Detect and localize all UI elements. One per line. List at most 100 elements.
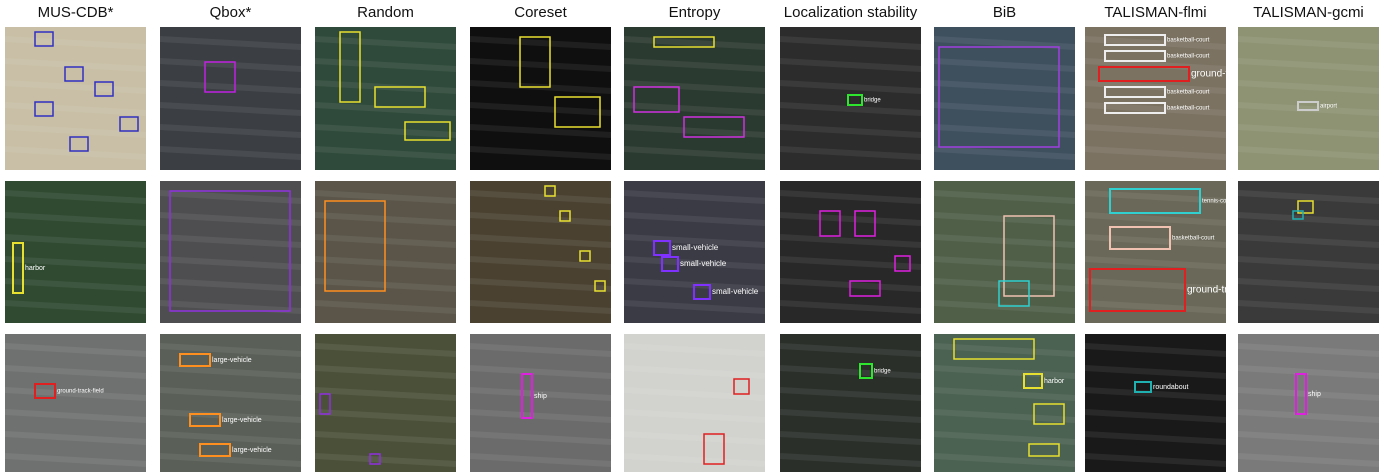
texture [314, 387, 457, 401]
detection-label: small-vehicle [672, 243, 719, 252]
column-header: TALISMAN-gcmi [1253, 4, 1364, 21]
texture [469, 58, 612, 72]
detection-box [938, 46, 1060, 148]
detection-box [1104, 102, 1166, 114]
texture [1084, 212, 1227, 226]
texture [1237, 80, 1380, 94]
detection-label: ship [1308, 391, 1321, 398]
detection-box [1297, 200, 1314, 214]
texture [1084, 102, 1227, 116]
texture [1237, 212, 1380, 226]
detection-label: small-vehicle [712, 287, 759, 296]
texture [1237, 365, 1380, 379]
texture [314, 431, 457, 445]
texture [779, 409, 922, 423]
texture [159, 300, 302, 314]
texture [623, 58, 766, 72]
texture [623, 387, 766, 401]
texture [779, 453, 922, 467]
texture [159, 124, 302, 138]
detection-box [1292, 210, 1304, 220]
texture [469, 102, 612, 116]
texture [4, 365, 147, 379]
aerial-image [470, 27, 611, 170]
texture [4, 300, 147, 314]
texture [1084, 58, 1227, 72]
detection-box [703, 433, 725, 465]
texture [779, 124, 922, 138]
texture [1237, 58, 1380, 72]
texture [159, 409, 302, 423]
aerial-image [780, 27, 921, 170]
texture [779, 190, 922, 204]
texture [4, 431, 147, 445]
detection-box [324, 200, 386, 292]
texture [779, 431, 922, 445]
texture [1084, 343, 1227, 357]
texture [469, 124, 612, 138]
detection-box [189, 413, 221, 427]
texture [623, 36, 766, 50]
texture [469, 365, 612, 379]
texture [623, 190, 766, 204]
detection-label: harbor [25, 265, 46, 272]
detection-box [953, 338, 1035, 360]
texture [4, 212, 147, 226]
detection-box [1104, 34, 1166, 46]
aerial-image [160, 181, 301, 323]
texture [1084, 278, 1227, 292]
aerial-image [315, 334, 456, 472]
texture [469, 256, 612, 270]
detection-box [819, 210, 841, 237]
detection-box [64, 66, 84, 82]
texture [314, 365, 457, 379]
aerial-image [1238, 27, 1379, 170]
texture [1084, 300, 1227, 314]
detection-box [1033, 403, 1065, 425]
aerial-image [5, 334, 146, 472]
texture [159, 387, 302, 401]
texture [314, 102, 457, 116]
detection-box [847, 94, 863, 106]
texture [314, 453, 457, 467]
texture [779, 234, 922, 248]
column-header: Localization stability [784, 4, 918, 21]
column-header: MUS-CDB* [38, 4, 114, 21]
texture [314, 190, 457, 204]
texture [1084, 190, 1227, 204]
detection-label: bridge [864, 98, 881, 104]
detection-label: basketball-court [1167, 106, 1210, 112]
detection-label: ground-track-field [1187, 285, 1265, 296]
texture [1237, 453, 1380, 467]
detection-box [179, 353, 211, 367]
aerial-image [470, 334, 611, 472]
detection-label: basketball-court [1167, 54, 1210, 60]
texture [4, 146, 147, 160]
detection-box [1104, 86, 1166, 98]
detection-box [849, 280, 881, 297]
detection-box [199, 443, 231, 457]
texture [1084, 365, 1227, 379]
texture [779, 146, 922, 160]
detection-box [594, 280, 606, 292]
texture [159, 190, 302, 204]
column-header: Coreset [514, 4, 567, 21]
texture [623, 234, 766, 248]
detection-box [579, 250, 591, 262]
texture [623, 300, 766, 314]
texture [4, 387, 147, 401]
texture [1237, 387, 1380, 401]
detection-box [339, 31, 361, 103]
texture [623, 124, 766, 138]
texture [159, 80, 302, 94]
detection-box [1109, 226, 1171, 250]
detection-label: ground-track-field [1191, 69, 1269, 80]
texture [469, 343, 612, 357]
texture [469, 212, 612, 226]
texture [933, 387, 1076, 401]
texture [469, 234, 612, 248]
detection-box [859, 363, 873, 379]
aerial-image [624, 334, 765, 472]
aerial-image [160, 27, 301, 170]
